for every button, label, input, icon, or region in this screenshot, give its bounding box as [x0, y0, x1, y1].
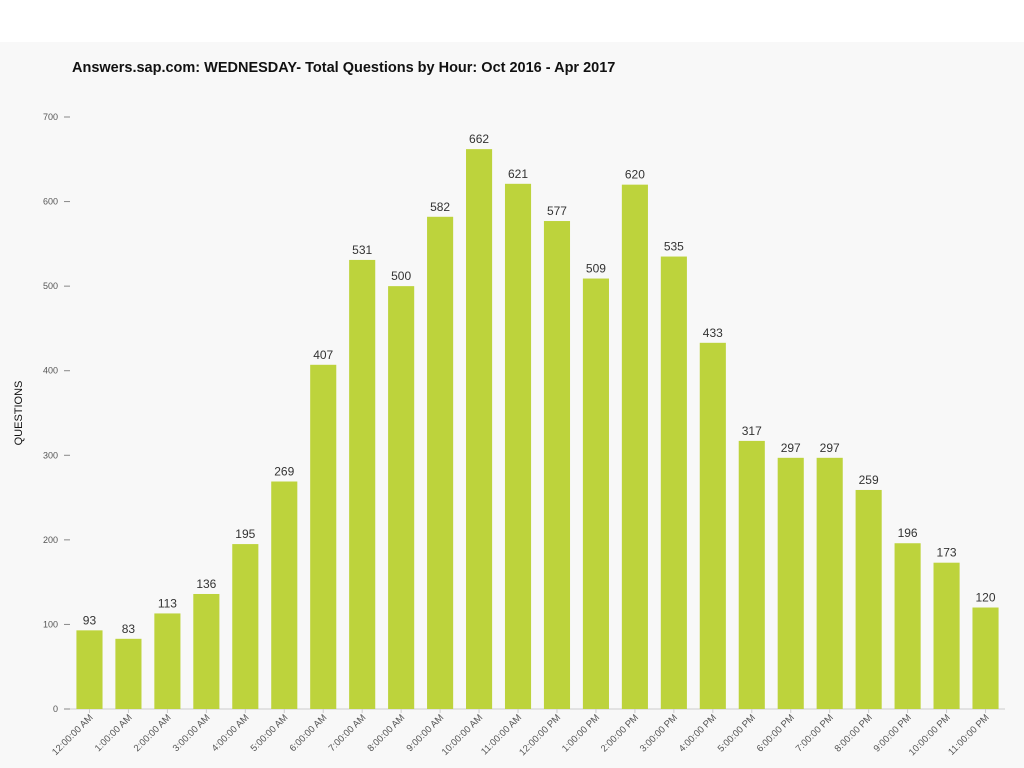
x-tick-label: 12:00:00 PM — [517, 712, 563, 758]
bar — [193, 593, 220, 709]
bar — [466, 149, 493, 709]
x-tick-label: 3:00:00 PM — [638, 712, 680, 754]
bar — [349, 259, 376, 709]
bar — [543, 221, 571, 709]
bar — [232, 544, 259, 709]
x-tick-label: 4:00:00 PM — [677, 712, 719, 754]
data-label: 407 — [313, 348, 333, 362]
bars — [76, 149, 999, 710]
data-label: 620 — [625, 168, 645, 182]
bar — [972, 607, 999, 709]
x-tick-label: 10:00:00 PM — [907, 712, 953, 758]
data-label: 297 — [820, 441, 840, 455]
data-label: 259 — [859, 473, 879, 487]
y-tick-label: 200 — [43, 535, 58, 545]
data-label: 577 — [547, 204, 567, 218]
data-label: 93 — [83, 613, 97, 627]
data-labels: 93 83 113 136 195 269 407 531 500 582 662 621 577 509… — [83, 132, 996, 636]
x-tick-label: 3:00:00 AM — [171, 712, 213, 754]
x-tick-label: 5:00:00 PM — [716, 712, 758, 754]
data-label: 195 — [235, 527, 255, 541]
bar — [933, 562, 960, 709]
data-label: 535 — [664, 240, 684, 254]
data-label: 509 — [586, 262, 606, 276]
bar — [816, 457, 843, 709]
y-axis: 0 100 200 300 400 500 600 700 — [43, 112, 70, 714]
y-tick-label: 600 — [43, 197, 58, 207]
data-label: 317 — [742, 424, 762, 438]
bar — [271, 481, 298, 709]
x-tick-label: 2:00:00 AM — [132, 712, 174, 754]
bar — [660, 256, 687, 709]
x-tick-label: 1:00:00 AM — [93, 712, 135, 754]
y-tick-label: 500 — [43, 281, 58, 291]
y-tick-label: 100 — [43, 619, 58, 629]
x-tick-label: 6:00:00 AM — [288, 712, 330, 754]
x-tick-label: 4:00:00 AM — [210, 712, 252, 754]
top-band — [0, 0, 1024, 42]
data-label: 83 — [122, 622, 136, 636]
x-tick-label: 11:00:00 PM — [946, 712, 991, 757]
bar — [504, 183, 532, 710]
x-tick-label: 10:00:00 AM — [440, 712, 486, 758]
x-tick-label: 12:00:00 AM — [50, 712, 96, 758]
bar — [699, 342, 726, 709]
x-tick-label: 2:00:00 PM — [599, 712, 641, 754]
bar — [310, 364, 337, 709]
bar — [76, 630, 103, 709]
bar — [855, 489, 882, 709]
x-axis: 12:00:00 AM1:00:00 AM2:00:00 AM3:00:00 A… — [50, 708, 1005, 758]
data-label: 120 — [976, 591, 996, 605]
y-tick-label: 700 — [43, 112, 58, 122]
data-label: 531 — [352, 243, 372, 257]
x-tick-label: 5:00:00 AM — [249, 712, 291, 754]
chart-title: Answers.sap.com: WEDNESDAY- Total Questi… — [72, 60, 616, 76]
y-tick-label: 300 — [43, 450, 58, 460]
data-label: 582 — [430, 200, 450, 214]
data-label: 433 — [703, 326, 723, 340]
x-tick-label: 7:00:00 PM — [794, 712, 836, 754]
bar — [582, 278, 609, 709]
data-label: 662 — [469, 132, 489, 146]
x-tick-label: 7:00:00 AM — [327, 712, 369, 754]
data-label: 113 — [158, 596, 177, 610]
bar — [115, 638, 142, 709]
x-tick-label: 6:00:00 PM — [755, 712, 797, 754]
x-tick-label: 1:00:00 PM — [560, 712, 602, 754]
bar — [154, 613, 181, 709]
bar — [621, 184, 648, 709]
bar — [427, 216, 454, 709]
y-axis-title: QUESTIONS — [13, 381, 25, 446]
bar — [388, 286, 415, 709]
data-label: 136 — [196, 577, 216, 591]
x-tick-label: 9:00:00 AM — [404, 712, 446, 754]
data-label: 269 — [274, 465, 294, 479]
y-tick-label: 0 — [53, 704, 58, 714]
x-tick-label: 8:00:00 PM — [833, 712, 875, 754]
data-label: 500 — [391, 269, 411, 283]
data-label: 196 — [898, 526, 918, 540]
y-tick-label: 400 — [43, 366, 58, 376]
x-tick-label: 8:00:00 AM — [366, 712, 408, 754]
data-label: 621 — [508, 167, 528, 181]
bar — [738, 440, 765, 709]
bar — [777, 457, 804, 709]
bar — [894, 543, 921, 709]
data-label: 297 — [781, 441, 801, 455]
x-tick-label: 9:00:00 PM — [872, 712, 914, 754]
data-label: 173 — [937, 546, 957, 560]
